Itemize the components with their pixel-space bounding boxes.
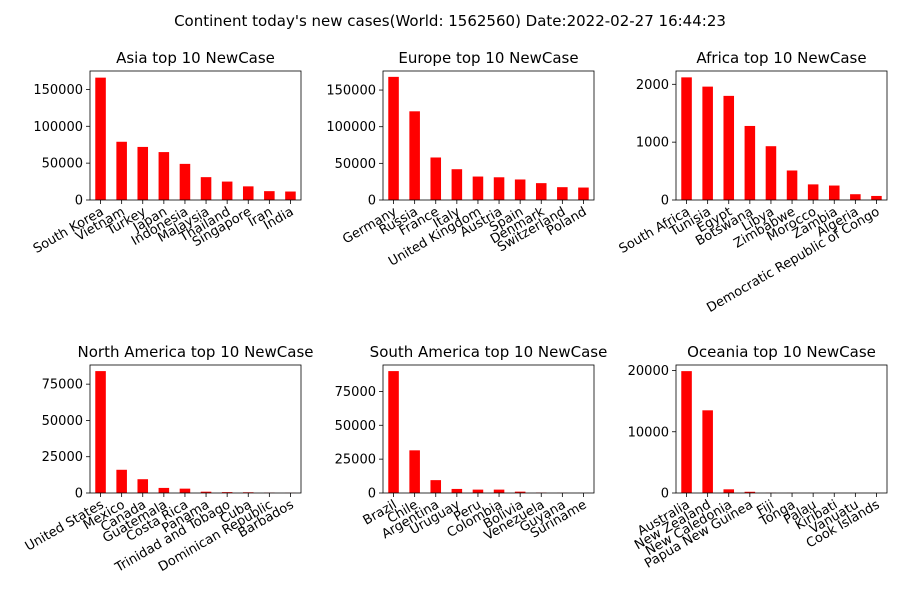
y-tick-label: 50000 bbox=[335, 419, 376, 434]
figure-suptitle: Continent today's new cases(World: 15625… bbox=[174, 12, 726, 30]
bar bbox=[200, 491, 212, 493]
chart-panel: North America top 10 NewCase 0 25000 50000 7… bbox=[23, 343, 314, 576]
bar bbox=[472, 176, 484, 200]
bar bbox=[158, 152, 170, 200]
bar bbox=[807, 184, 819, 200]
axes-frame bbox=[675, 364, 888, 494]
y-tick-label: 75000 bbox=[42, 378, 83, 393]
bar bbox=[723, 489, 735, 493]
y-tick-label: 150000 bbox=[33, 83, 83, 98]
axes-frame bbox=[382, 364, 595, 494]
bar bbox=[116, 469, 127, 493]
bar bbox=[451, 488, 463, 493]
y-tick-label: 50000 bbox=[335, 157, 376, 172]
bar bbox=[850, 194, 861, 200]
bar bbox=[723, 95, 735, 200]
bar bbox=[137, 146, 149, 200]
bar bbox=[765, 146, 777, 200]
chart-title: Europe top 10 NewCase bbox=[398, 49, 578, 67]
bar bbox=[158, 487, 170, 493]
bar bbox=[116, 141, 127, 200]
bar bbox=[221, 492, 233, 493]
bar bbox=[409, 450, 420, 493]
chart-panel: Asia top 10 NewCase050000100000150000Sou… bbox=[31, 49, 302, 257]
bar bbox=[681, 77, 692, 200]
bar bbox=[264, 191, 275, 200]
bar bbox=[535, 183, 547, 200]
chart-title: Africa top 10 NewCase bbox=[696, 49, 866, 67]
y-tick-label: 25000 bbox=[42, 450, 83, 465]
bar bbox=[409, 111, 420, 200]
y-tick-label: 50000 bbox=[42, 157, 83, 172]
chart-title: Oceania top 10 NewCase bbox=[687, 343, 876, 361]
bar bbox=[702, 410, 713, 493]
y-tick-label: 25000 bbox=[335, 453, 376, 468]
axes-frame bbox=[675, 70, 888, 201]
y-tick-label: 0 bbox=[75, 487, 83, 502]
bar bbox=[493, 177, 505, 200]
bar bbox=[221, 181, 233, 200]
bar bbox=[493, 489, 505, 493]
chart-title: North America top 10 NewCase bbox=[78, 343, 314, 361]
bar bbox=[681, 371, 692, 493]
y-tick-label: 100000 bbox=[33, 120, 83, 135]
chart-panel: Oceania top 10 NewCase01000020000Austral… bbox=[628, 343, 888, 572]
chart-title: Asia top 10 NewCase bbox=[116, 49, 275, 67]
y-tick-label: 0 bbox=[661, 487, 669, 502]
bar bbox=[578, 187, 589, 200]
y-tick-label: 75000 bbox=[335, 385, 376, 400]
y-tick-label: 0 bbox=[75, 194, 83, 209]
y-tick-label: 10000 bbox=[628, 425, 669, 440]
bar bbox=[179, 163, 191, 200]
axes-frame bbox=[89, 364, 302, 494]
y-tick-label: 50000 bbox=[42, 414, 83, 429]
chart-panel: South America top 10 NewCase 0 25000 50000 7… bbox=[335, 343, 608, 544]
bar bbox=[179, 488, 191, 493]
bar bbox=[828, 185, 840, 200]
y-tick-label: 0 bbox=[368, 194, 376, 209]
bar bbox=[95, 371, 106, 493]
bar bbox=[514, 179, 526, 200]
bar bbox=[702, 86, 713, 200]
bar bbox=[430, 480, 442, 493]
bar bbox=[557, 187, 568, 200]
y-tick-label: 100000 bbox=[326, 120, 376, 135]
y-tick-label: 150000 bbox=[326, 84, 376, 99]
bar bbox=[871, 195, 882, 200]
bar bbox=[285, 191, 296, 200]
y-tick-label: 2000 bbox=[636, 78, 669, 93]
bar bbox=[786, 170, 798, 200]
bar bbox=[388, 371, 399, 493]
y-tick-label: 1000 bbox=[636, 136, 669, 151]
y-tick-label: 0 bbox=[661, 194, 669, 209]
axes-frame bbox=[89, 70, 302, 201]
bar bbox=[451, 169, 463, 200]
y-tick-label: 20000 bbox=[628, 364, 669, 379]
chart-panels: Asia top 10 NewCase050000100000150000Sou… bbox=[23, 49, 888, 576]
bar bbox=[200, 177, 212, 200]
bar bbox=[95, 77, 106, 200]
bar bbox=[472, 489, 484, 493]
chart-title: South America top 10 NewCase bbox=[370, 343, 608, 361]
chart-panel: Europe top 10 NewCase050000100000150000G… bbox=[326, 49, 595, 270]
axes-frame bbox=[382, 70, 595, 201]
bar bbox=[242, 186, 254, 200]
bar bbox=[137, 479, 149, 493]
y-tick-label: 0 bbox=[368, 487, 376, 502]
bar bbox=[430, 157, 442, 200]
bar bbox=[744, 125, 756, 200]
bar bbox=[514, 491, 526, 493]
bar bbox=[744, 491, 756, 493]
bar bbox=[388, 76, 399, 200]
